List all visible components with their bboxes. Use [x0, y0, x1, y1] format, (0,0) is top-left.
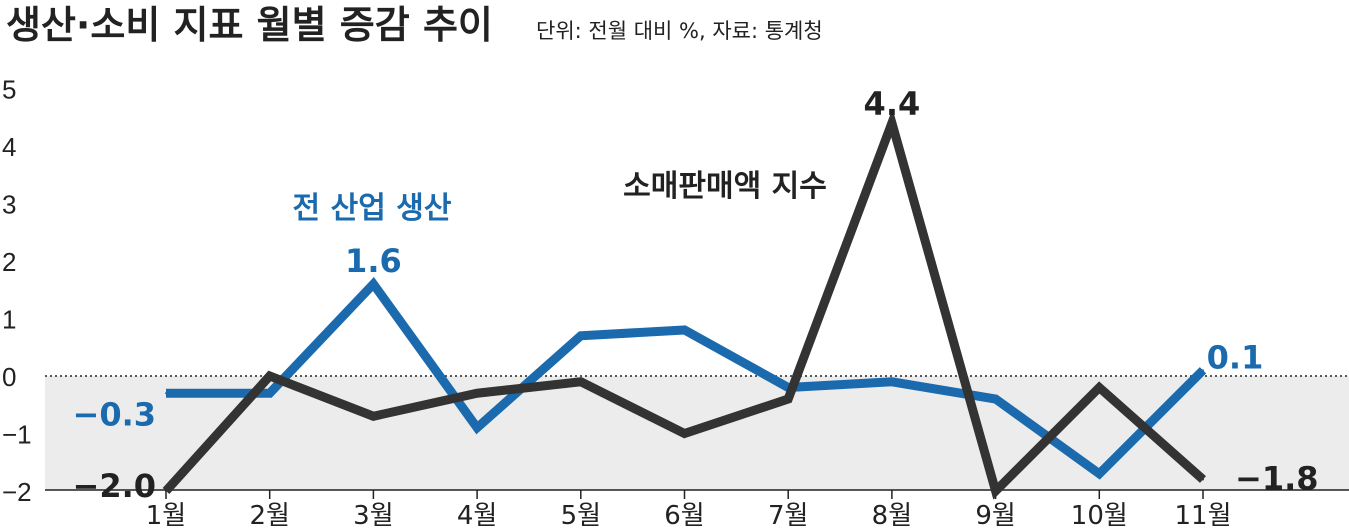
data-point	[890, 380, 893, 383]
y-tick-label: −1	[2, 420, 32, 450]
data-labels: −0.3 1.6 0.1 −2.0 4.4 −1.8	[73, 85, 1319, 505]
x-tick-label: 9월	[975, 501, 1015, 529]
y-tick-label: 0	[2, 362, 16, 392]
x-tick-label: 4월	[457, 501, 497, 529]
data-point	[683, 329, 686, 331]
data-label: −2.0	[73, 467, 157, 505]
data-point	[579, 380, 582, 383]
x-tick-label: 7월	[768, 501, 808, 529]
y-tick-label: 2	[2, 247, 16, 277]
data-point	[1202, 369, 1204, 372]
x-tick-label: 11월	[1174, 501, 1231, 529]
data-point	[372, 415, 375, 418]
series-lines	[162, 108, 1207, 500]
data-point	[994, 490, 997, 492]
data-point	[683, 432, 686, 435]
data-point	[1202, 478, 1204, 481]
data-label: −1.8	[1235, 460, 1319, 498]
x-tick-label: 2월	[249, 501, 289, 529]
data-point	[268, 392, 271, 395]
legend-label-production: 전 산업 생산	[293, 191, 452, 226]
data-point	[890, 122, 893, 124]
x-tick-label: 8월	[872, 501, 912, 529]
x-tick-label: 1월	[146, 501, 186, 529]
data-point	[268, 375, 271, 377]
y-axis-ticks: 5 4 3 2 1 0 −1 −2	[2, 75, 32, 508]
legend-label-retail: 소매판매액 지수	[623, 169, 827, 204]
data-point	[476, 392, 479, 395]
data-point	[579, 334, 582, 337]
data-point	[1098, 472, 1101, 475]
x-axis-ticks: 1월 2월 3월 4월 5월 6월 7월 8월 9월 10월 11월	[146, 490, 1232, 529]
y-tick-label: −2	[2, 477, 32, 507]
data-point	[165, 490, 167, 492]
x-tick-label: 10월	[1071, 501, 1128, 529]
data-label: 1.6	[345, 242, 402, 280]
data-point	[476, 426, 479, 429]
data-point	[787, 398, 790, 400]
x-tick-label: 6월	[664, 501, 704, 529]
y-tick-label: 1	[2, 305, 16, 335]
y-tick-label: 4	[2, 132, 16, 162]
data-point	[372, 283, 375, 285]
data-point	[165, 392, 167, 395]
data-label: 0.1	[1207, 338, 1264, 376]
chart-subtitle: 단위: 전월 대비 %, 자료: 통계청	[536, 19, 823, 43]
data-point	[994, 398, 997, 400]
y-tick-label: 5	[2, 75, 16, 105]
data-label: 4.4	[864, 85, 921, 123]
y-tick-label: 3	[2, 190, 16, 220]
x-tick-label: 3월	[353, 501, 393, 529]
x-tick-label: 5월	[561, 501, 601, 529]
data-label: −0.3	[73, 395, 157, 433]
chart-title: 생산·소비 지표 월별 증감 추이	[6, 3, 493, 47]
data-point	[1098, 386, 1101, 389]
